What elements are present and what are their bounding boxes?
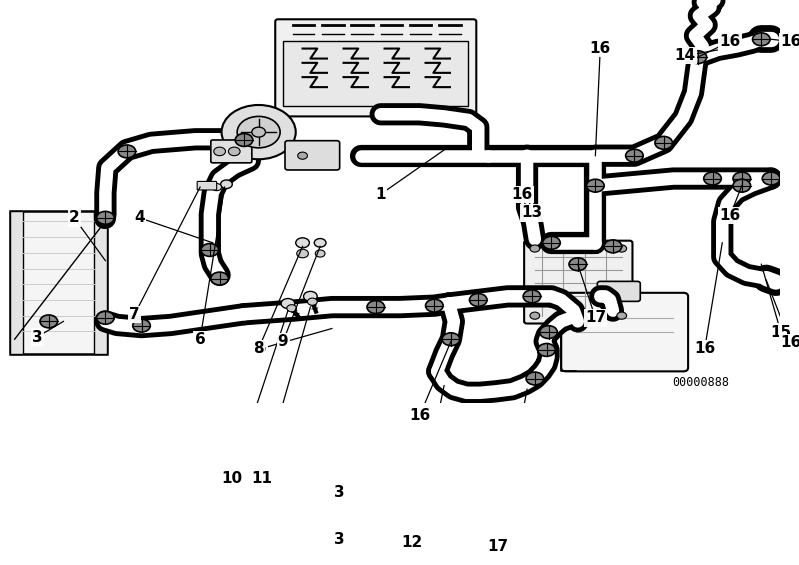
Circle shape	[308, 298, 317, 305]
FancyBboxPatch shape	[598, 281, 640, 301]
Circle shape	[733, 179, 750, 192]
Circle shape	[586, 179, 604, 192]
Text: 17: 17	[585, 310, 606, 325]
Circle shape	[569, 258, 586, 271]
Text: 14: 14	[674, 48, 696, 63]
Text: 6: 6	[195, 332, 205, 347]
Bar	[10, 211, 23, 354]
Text: 7: 7	[129, 307, 140, 321]
Circle shape	[304, 292, 317, 301]
Circle shape	[442, 333, 459, 346]
Circle shape	[118, 145, 136, 158]
Text: 1: 1	[376, 187, 386, 202]
Circle shape	[296, 238, 309, 248]
Circle shape	[214, 147, 225, 156]
Circle shape	[237, 116, 280, 148]
Text: 9: 9	[278, 334, 288, 349]
Text: 4: 4	[134, 210, 145, 225]
Circle shape	[617, 245, 626, 252]
Circle shape	[426, 299, 443, 312]
Circle shape	[298, 152, 308, 159]
FancyBboxPatch shape	[561, 293, 688, 371]
Circle shape	[689, 51, 706, 63]
Text: 00000888: 00000888	[672, 376, 729, 389]
Text: 16: 16	[780, 34, 799, 49]
Text: 3: 3	[334, 485, 345, 500]
Circle shape	[316, 250, 325, 257]
FancyBboxPatch shape	[10, 211, 107, 354]
FancyBboxPatch shape	[211, 140, 252, 163]
Circle shape	[221, 180, 233, 189]
Text: 17: 17	[487, 539, 508, 554]
FancyBboxPatch shape	[285, 141, 340, 170]
Circle shape	[314, 238, 326, 247]
Circle shape	[540, 325, 558, 338]
Circle shape	[543, 236, 560, 249]
Circle shape	[296, 249, 308, 258]
Text: 16: 16	[780, 335, 799, 350]
Circle shape	[97, 311, 114, 324]
Text: 12: 12	[401, 535, 423, 550]
Text: 5: 5	[256, 341, 267, 356]
Text: 13: 13	[522, 205, 543, 220]
Circle shape	[229, 147, 240, 156]
Circle shape	[704, 172, 721, 185]
Text: 16: 16	[694, 341, 715, 356]
Bar	[93, 211, 107, 354]
Text: 8: 8	[253, 341, 264, 356]
Circle shape	[655, 136, 673, 149]
FancyBboxPatch shape	[197, 181, 217, 190]
FancyBboxPatch shape	[275, 19, 476, 116]
Circle shape	[733, 172, 750, 185]
Text: 16: 16	[409, 408, 431, 423]
Circle shape	[221, 105, 296, 159]
Text: 16: 16	[719, 208, 741, 223]
Circle shape	[753, 33, 770, 46]
Circle shape	[281, 298, 295, 308]
Circle shape	[201, 244, 219, 257]
Circle shape	[287, 305, 296, 312]
Circle shape	[523, 290, 541, 303]
Text: 10: 10	[222, 471, 243, 486]
Circle shape	[530, 312, 540, 319]
Circle shape	[212, 184, 221, 190]
Text: 3: 3	[334, 532, 345, 547]
FancyBboxPatch shape	[524, 241, 633, 324]
Text: 16: 16	[590, 41, 611, 56]
Circle shape	[367, 301, 384, 314]
Circle shape	[97, 211, 114, 224]
Circle shape	[762, 172, 780, 185]
Circle shape	[530, 245, 540, 252]
Circle shape	[235, 133, 252, 146]
Text: 16: 16	[719, 34, 741, 49]
Text: 11: 11	[251, 471, 272, 486]
Text: 15: 15	[770, 324, 791, 340]
Text: 16: 16	[511, 187, 533, 202]
Circle shape	[626, 149, 643, 162]
Circle shape	[526, 372, 543, 385]
Circle shape	[617, 312, 626, 319]
Circle shape	[604, 240, 622, 253]
Circle shape	[133, 319, 150, 332]
Circle shape	[211, 272, 229, 285]
Circle shape	[470, 294, 487, 306]
Bar	[283, 41, 468, 106]
Circle shape	[40, 315, 58, 328]
Text: 3: 3	[32, 329, 42, 345]
Circle shape	[252, 127, 265, 137]
Text: 2: 2	[69, 210, 80, 225]
Circle shape	[538, 344, 555, 357]
